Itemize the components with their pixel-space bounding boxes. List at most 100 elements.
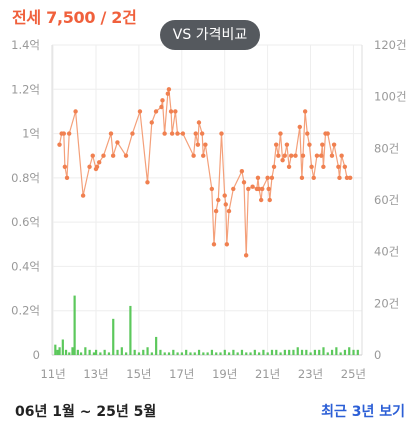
volume-bar	[240, 349, 244, 355]
volume-bar	[330, 349, 334, 355]
price-point	[219, 131, 224, 136]
left-tick-label: 1.4억	[11, 38, 40, 52]
volume-bar	[99, 352, 102, 355]
price-point	[258, 197, 264, 203]
x-tick-label: 15년	[126, 367, 151, 381]
price-point	[278, 131, 283, 136]
left-tick-label: 0.6억	[11, 215, 40, 229]
price-point	[239, 169, 245, 174]
volume-bar	[210, 349, 214, 355]
price-point	[145, 180, 150, 185]
price-point	[256, 186, 262, 192]
volume-bar	[245, 352, 248, 355]
x-tick-label: 25년	[341, 367, 366, 381]
price-point	[173, 109, 178, 114]
volume-bar	[343, 349, 347, 355]
volume-bar	[68, 352, 71, 355]
price-point	[271, 164, 277, 169]
volume-bar	[103, 349, 106, 355]
volume-bar	[288, 349, 291, 355]
volume-bar	[189, 352, 192, 355]
price-point	[309, 164, 314, 169]
volume-bar	[193, 352, 196, 355]
vs-compare-button[interactable]: VS 가격비교	[160, 20, 260, 50]
volume-bar	[309, 352, 312, 355]
volume-bar	[275, 349, 278, 355]
price-point	[175, 131, 180, 136]
price-point	[260, 186, 265, 192]
price-point	[342, 164, 348, 169]
price-point	[162, 131, 167, 136]
volume-bar	[133, 349, 136, 355]
left-tick-label: 1억	[22, 127, 40, 141]
volume-bar	[322, 347, 325, 355]
volume-bar	[88, 349, 91, 355]
price-point	[276, 153, 281, 158]
price-point	[267, 197, 272, 203]
price-point	[284, 142, 290, 147]
volume-bar	[125, 352, 128, 355]
price-point	[224, 242, 230, 247]
price-point	[273, 142, 279, 147]
volume-bar	[249, 352, 252, 355]
volume-bar	[202, 352, 205, 355]
price-chart: 0 0.2억 0.4억 0.6억 0.8억 1억 1.2억 1.4억 0 20건 40건 60건 80건…	[11, 38, 407, 381]
volume-bar	[155, 336, 158, 355]
left-tick-label: 0.2억	[11, 304, 40, 318]
volume-bar	[94, 349, 98, 355]
left-tick-label: 0.8억	[11, 171, 40, 185]
price-point	[243, 253, 249, 258]
price-point	[195, 142, 201, 147]
price-point	[160, 98, 165, 103]
volume-bar	[279, 352, 282, 355]
volume-bar	[73, 295, 76, 355]
volume-bar	[348, 347, 351, 355]
price-point	[255, 175, 261, 181]
volume-bar	[335, 347, 338, 355]
recent-3-years-link[interactable]: 최근 3년 보기	[321, 404, 405, 420]
volume-bar	[305, 349, 308, 355]
volume-bar	[197, 349, 201, 355]
price-point	[196, 120, 202, 125]
price-point	[246, 186, 251, 192]
price-point	[331, 142, 337, 147]
price-point	[297, 124, 302, 130]
volume-bar	[180, 352, 183, 355]
volume-bar	[120, 347, 123, 355]
volume-bar	[79, 352, 83, 355]
volume-bar	[206, 352, 209, 355]
price-point	[280, 157, 285, 163]
volume-bar	[58, 347, 61, 355]
price-point	[241, 180, 247, 185]
volume-bar	[356, 349, 359, 355]
volume-bar	[352, 349, 355, 355]
volume-bar	[56, 349, 59, 355]
price-summary: 전세 7,500 / 2건	[12, 8, 137, 27]
price-point	[130, 131, 135, 136]
left-tick-label: 0.4억	[11, 259, 40, 273]
x-tick-label: 13년	[83, 367, 108, 381]
price-point	[62, 164, 68, 169]
x-tick-label: 19년	[212, 367, 237, 381]
price-point	[166, 87, 172, 92]
volume-bar	[326, 352, 329, 355]
price-point	[222, 193, 227, 198]
x-tick-label: 17년	[169, 367, 194, 381]
volume-bar	[116, 349, 119, 355]
right-tick-label: 120건	[374, 38, 407, 52]
x-tick-label: 23년	[298, 367, 323, 381]
volume-bar	[176, 352, 179, 355]
price-point	[201, 153, 206, 158]
price-point	[319, 153, 324, 158]
price-point	[64, 175, 70, 181]
right-tick-label: 80건	[374, 141, 399, 155]
left-tick-label: 0	[33, 348, 40, 362]
price-point	[80, 193, 86, 198]
price-point	[269, 175, 275, 181]
price-point	[314, 153, 320, 158]
price-point	[325, 131, 330, 136]
price-point	[199, 131, 205, 136]
volume-bar	[172, 349, 175, 355]
volume-bar	[300, 349, 304, 355]
volume-bar	[313, 349, 317, 355]
